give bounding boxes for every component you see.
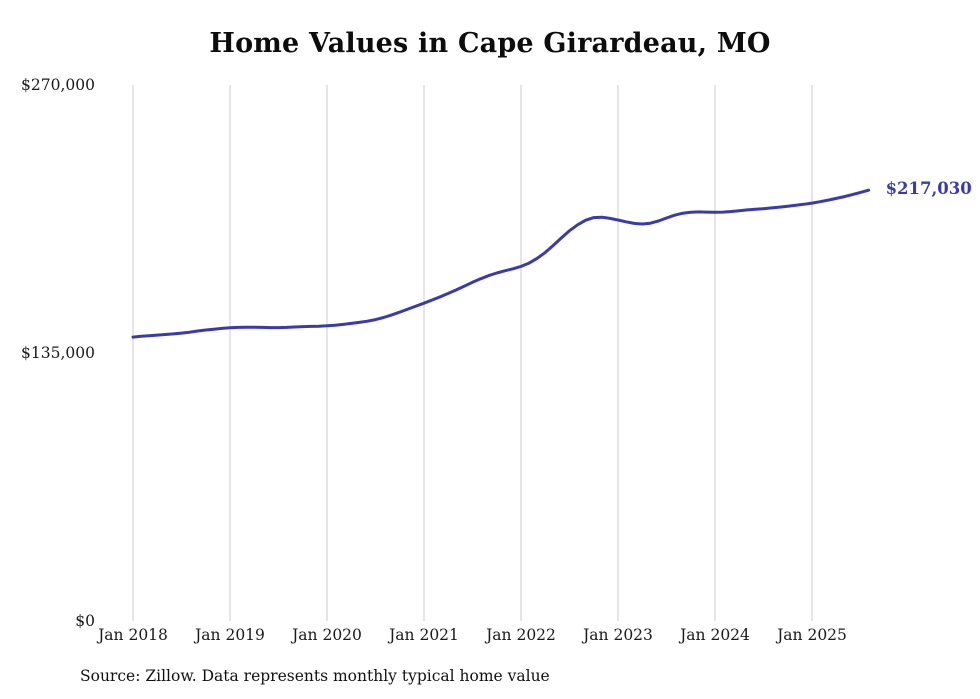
- x-tick-label: Jan 2024: [678, 626, 750, 644]
- x-tick-label: Jan 2021: [387, 626, 459, 644]
- x-tick-label: Jan 2018: [96, 626, 168, 644]
- y-tick-label: $0: [75, 612, 95, 630]
- x-tick-label: Jan 2025: [775, 626, 847, 644]
- latest-value-label: $217,030: [886, 179, 972, 198]
- home-value-line: [131, 188, 871, 339]
- x-tick-label: Jan 2020: [290, 626, 362, 644]
- x-tick-label: Jan 2019: [193, 626, 265, 644]
- x-tick-label: Jan 2023: [581, 626, 653, 644]
- y-tick-label: $270,000: [21, 76, 95, 94]
- chart-title: Home Values in Cape Girardeau, MO: [209, 28, 771, 59]
- source-note: Source: Zillow. Data represents monthly …: [80, 667, 550, 685]
- y-tick-label: $135,000: [21, 344, 95, 362]
- x-tick-label: Jan 2022: [484, 626, 556, 644]
